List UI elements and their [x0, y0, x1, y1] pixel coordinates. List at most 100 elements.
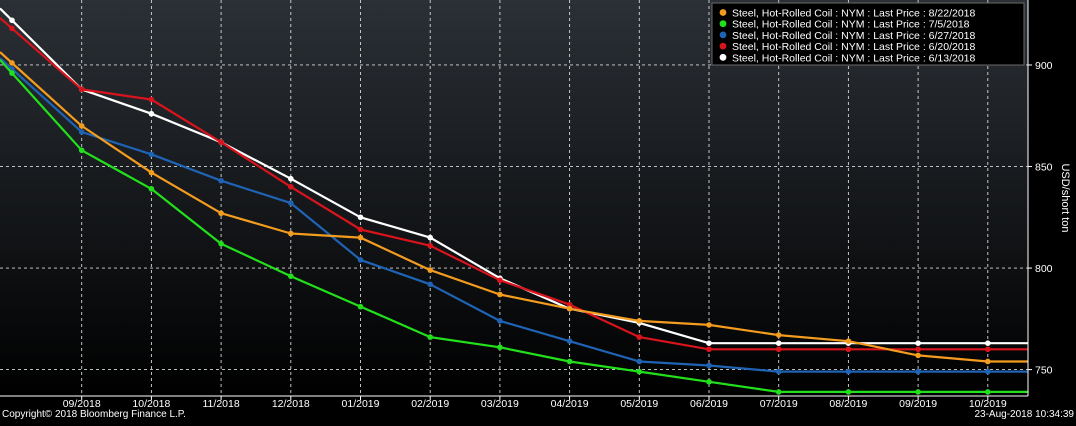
data-point [148, 110, 155, 117]
data-point [288, 184, 294, 190]
data-point [427, 334, 434, 340]
data-point [497, 277, 503, 284]
legend: Steel, Hot-Rolled Coil : NYM : Last Pric… [711, 2, 1025, 66]
data-point [497, 291, 503, 298]
x-tick-label: 11/2018 [203, 398, 240, 410]
series-3 [0, 57, 1028, 375]
series-2 [0, 59, 1028, 395]
data-point [706, 378, 712, 385]
data-point [427, 234, 434, 241]
footer-timestamp: 23-Aug-2018 10:34:39 [974, 409, 1074, 420]
x-tick-label: 06/2019 [690, 398, 728, 410]
x-tick-label: 01/2019 [342, 398, 380, 410]
data-point [915, 389, 921, 395]
data-point [9, 60, 15, 66]
legend-swatch [719, 31, 727, 39]
data-point [706, 362, 712, 369]
data-point [148, 186, 155, 192]
data-point [985, 340, 991, 347]
data-point [706, 346, 712, 353]
data-point [78, 123, 85, 129]
data-point [9, 17, 15, 24]
data-point [9, 70, 15, 76]
x-tick-label: 12/2018 [272, 398, 310, 410]
data-point [148, 151, 155, 158]
y-tick-label: 900 [1035, 60, 1053, 72]
legend-swatch [719, 53, 727, 61]
x-tick-label: 10/2019 [969, 398, 1007, 410]
legend-label: Steel, Hot-Rolled Coil : NYM : Last Pric… [732, 52, 976, 64]
data-point [985, 389, 991, 395]
data-point [845, 368, 852, 375]
data-point [636, 318, 643, 324]
data-point [566, 338, 573, 344]
data-point [497, 344, 503, 351]
data-point [78, 129, 85, 135]
data-point [985, 368, 991, 375]
data-point [78, 86, 85, 93]
data-point [775, 340, 782, 347]
x-tick-label: 10/2018 [132, 398, 170, 410]
data-point [9, 25, 15, 32]
data-point [775, 389, 782, 395]
data-point [148, 96, 155, 103]
data-point [288, 200, 294, 206]
data-point [218, 240, 224, 247]
x-ticks: 09/2018 10/2018 11/2018 12/2018 01/2019 02/20… [63, 396, 1007, 410]
data-point [915, 352, 921, 359]
legend-swatch [719, 20, 727, 28]
series-4 [0, 17, 1028, 353]
data-point [357, 234, 364, 241]
footer-copyright: Copyright© 2018 Bloomberg Finance L.P. [2, 409, 186, 420]
legend-label: Steel, Hot-Rolled Coil : NYM : Last Pric… [732, 8, 976, 20]
data-point [566, 301, 573, 308]
x-tick-label: 07/2019 [760, 398, 798, 410]
x-tick-label: 09/2019 [899, 398, 937, 410]
series-1 [0, 51, 1028, 365]
data-point [636, 334, 643, 340]
plot-background [0, 0, 1028, 396]
data-point [985, 358, 991, 365]
data-point [218, 139, 224, 145]
legend-swatch [719, 9, 727, 16]
x-tick-label: 02/2019 [411, 398, 449, 410]
data-point [566, 358, 573, 365]
y-axis-label: USD/short ton [1059, 163, 1071, 232]
data-point [427, 242, 434, 249]
data-point [915, 346, 921, 353]
data-point [845, 346, 852, 353]
data-point [288, 230, 294, 237]
y-tick-label: 750 [1035, 365, 1053, 377]
legend-box [711, 2, 1025, 66]
data-point [357, 226, 364, 233]
data-point [148, 169, 155, 176]
legend-swatch [719, 42, 727, 50]
y-tick-label: 850 [1035, 162, 1053, 174]
x-tick-label: 05/2019 [620, 398, 658, 410]
data-point [775, 332, 782, 338]
y-tick-label: 800 [1035, 263, 1053, 275]
data-point [427, 267, 434, 273]
x-tick-label: 04/2019 [551, 398, 589, 410]
legend-label: Steel, Hot-Rolled Coil : NYM : Last Pric… [732, 41, 976, 53]
data-point [218, 210, 224, 217]
data-point [845, 338, 852, 344]
y-ticks: 750 800 850 900 [1028, 60, 1053, 377]
series-layer [0, 7, 1028, 395]
data-point [845, 389, 852, 395]
grid [0, 0, 1028, 396]
data-point [706, 322, 712, 328]
data-point [636, 358, 643, 365]
data-point [357, 303, 364, 310]
x-tick-label: 09/2018 [63, 398, 101, 410]
data-point [566, 305, 573, 312]
data-point [915, 340, 921, 347]
x-tick-label: 08/2019 [829, 398, 867, 410]
data-point [497, 318, 503, 324]
data-point [288, 273, 294, 279]
data-point [636, 368, 643, 375]
data-point [915, 368, 921, 375]
data-point [288, 175, 294, 182]
